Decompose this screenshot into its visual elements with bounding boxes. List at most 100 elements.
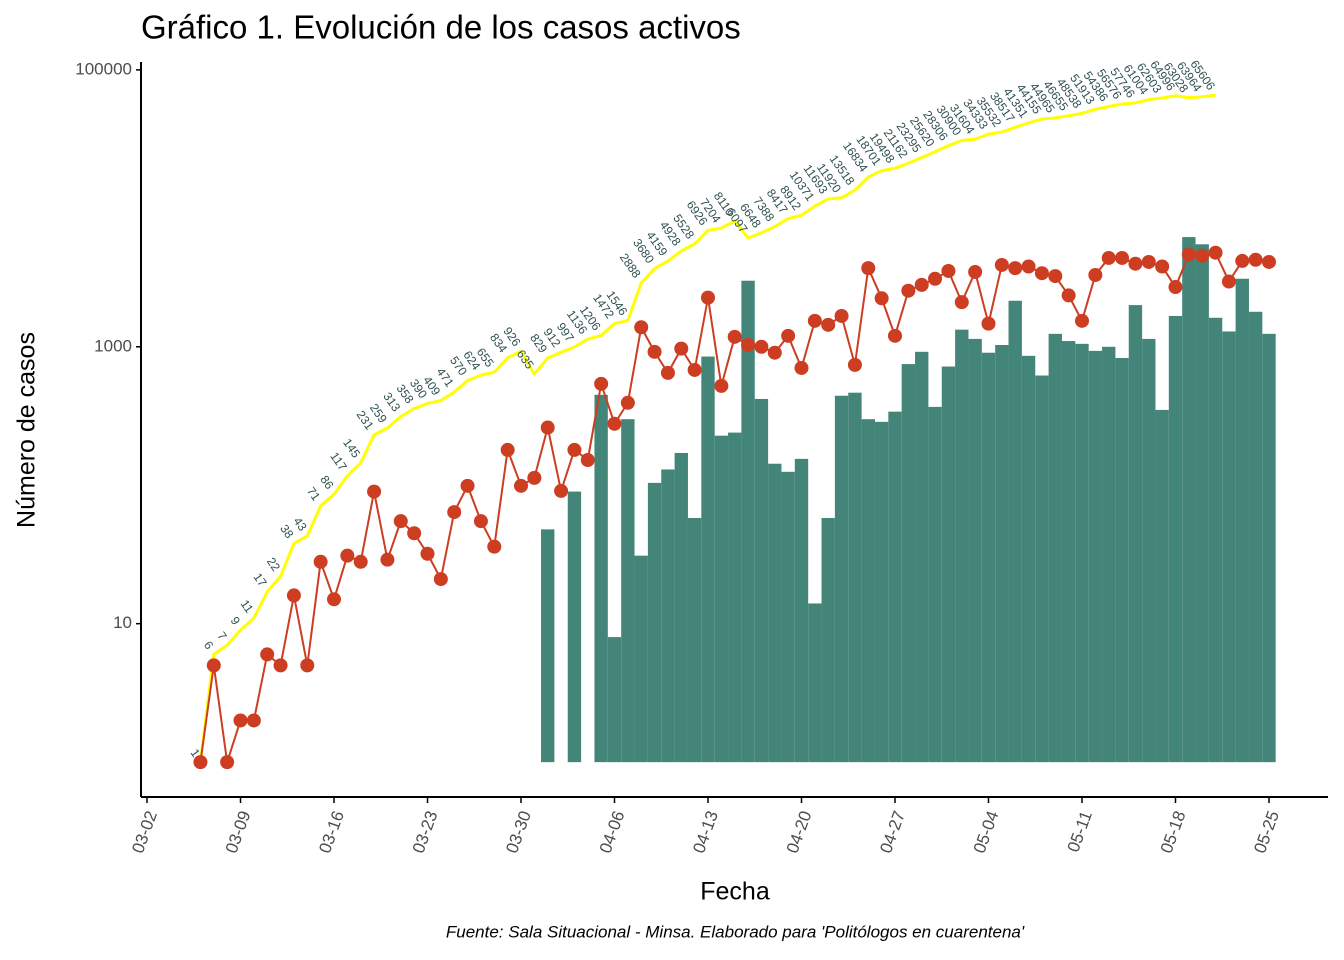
point bbox=[1075, 313, 1089, 328]
x-tick-label: 03-30 bbox=[502, 808, 535, 855]
point bbox=[928, 271, 943, 286]
point bbox=[1128, 256, 1143, 271]
data-label: 17 bbox=[250, 570, 269, 589]
point bbox=[861, 261, 876, 276]
point bbox=[527, 470, 542, 485]
point bbox=[1034, 266, 1049, 281]
bar bbox=[701, 356, 715, 763]
point bbox=[554, 483, 569, 498]
line bbox=[198, 93, 1216, 763]
bar bbox=[1035, 375, 1049, 763]
bar bbox=[1021, 355, 1036, 763]
bar bbox=[714, 435, 729, 763]
bar bbox=[674, 452, 688, 763]
point bbox=[420, 546, 435, 561]
point bbox=[1061, 288, 1076, 303]
point bbox=[540, 420, 555, 435]
bar bbox=[647, 482, 662, 763]
point bbox=[994, 257, 1009, 272]
point bbox=[1115, 250, 1130, 265]
point bbox=[433, 572, 448, 587]
point bbox=[901, 283, 916, 298]
bar bbox=[607, 637, 622, 763]
point bbox=[313, 554, 328, 569]
point bbox=[941, 263, 956, 278]
point bbox=[567, 442, 582, 457]
bar bbox=[1008, 300, 1022, 763]
caption: Fuente: Sala Situacional - Minsa. Elabor… bbox=[446, 922, 1025, 941]
point bbox=[473, 514, 488, 529]
point bbox=[273, 658, 288, 673]
point bbox=[807, 313, 822, 328]
bar bbox=[1061, 341, 1076, 763]
data-label: 7 bbox=[214, 629, 229, 643]
x-tick-label: 04-06 bbox=[596, 808, 629, 855]
x-tick-label: 04-20 bbox=[783, 808, 816, 855]
x-tick-label: 03-23 bbox=[409, 808, 442, 855]
bar bbox=[968, 338, 982, 763]
point bbox=[353, 554, 368, 569]
point bbox=[327, 592, 341, 607]
y-tick-label: 100000 bbox=[75, 59, 132, 78]
bar bbox=[1048, 333, 1062, 763]
data-label: 6 bbox=[201, 638, 216, 652]
bar bbox=[594, 394, 608, 763]
bar bbox=[794, 458, 809, 763]
bar bbox=[541, 529, 555, 763]
point bbox=[393, 514, 408, 529]
point bbox=[300, 658, 315, 673]
point bbox=[1155, 259, 1170, 274]
bar bbox=[1115, 357, 1129, 763]
bar bbox=[981, 352, 996, 763]
bar bbox=[768, 463, 782, 763]
point bbox=[447, 505, 462, 520]
x-tick-label: 05-11 bbox=[1064, 808, 1096, 854]
point bbox=[674, 341, 689, 356]
bar bbox=[661, 469, 675, 763]
point bbox=[407, 526, 422, 541]
bar bbox=[874, 421, 889, 763]
point bbox=[514, 478, 528, 493]
bar bbox=[781, 471, 795, 763]
bar bbox=[834, 395, 849, 763]
bar bbox=[1128, 305, 1143, 763]
point bbox=[968, 264, 983, 279]
bar bbox=[1142, 338, 1156, 763]
bar bbox=[861, 419, 875, 763]
point bbox=[286, 588, 301, 603]
x-tick-label: 03-09 bbox=[222, 808, 255, 855]
point bbox=[981, 316, 996, 331]
point bbox=[821, 317, 836, 332]
point bbox=[220, 755, 235, 770]
point bbox=[1181, 247, 1196, 262]
point bbox=[1021, 259, 1036, 274]
data-label: 9 bbox=[228, 614, 243, 628]
bar bbox=[901, 364, 916, 763]
bar bbox=[1155, 409, 1169, 763]
point bbox=[1208, 245, 1223, 260]
point bbox=[1195, 248, 1210, 263]
data-label: 86 bbox=[317, 473, 336, 492]
bar bbox=[888, 411, 902, 763]
bar bbox=[1262, 333, 1276, 763]
point bbox=[687, 362, 702, 377]
point bbox=[246, 713, 261, 728]
bar bbox=[995, 345, 1009, 763]
data-label: 635 bbox=[514, 347, 537, 372]
bar bbox=[754, 398, 769, 763]
bar bbox=[928, 406, 942, 763]
bar bbox=[1235, 278, 1249, 763]
point bbox=[754, 339, 769, 354]
y-tick-label: 10 bbox=[113, 613, 132, 632]
point bbox=[714, 378, 729, 393]
point bbox=[888, 328, 902, 343]
point bbox=[1235, 253, 1250, 268]
data-label: 117 bbox=[327, 450, 350, 474]
bar bbox=[821, 517, 835, 763]
point bbox=[260, 647, 275, 662]
point bbox=[1008, 261, 1023, 276]
point bbox=[954, 295, 969, 310]
point bbox=[914, 277, 929, 292]
x-tick-label: 05-04 bbox=[970, 808, 1003, 855]
